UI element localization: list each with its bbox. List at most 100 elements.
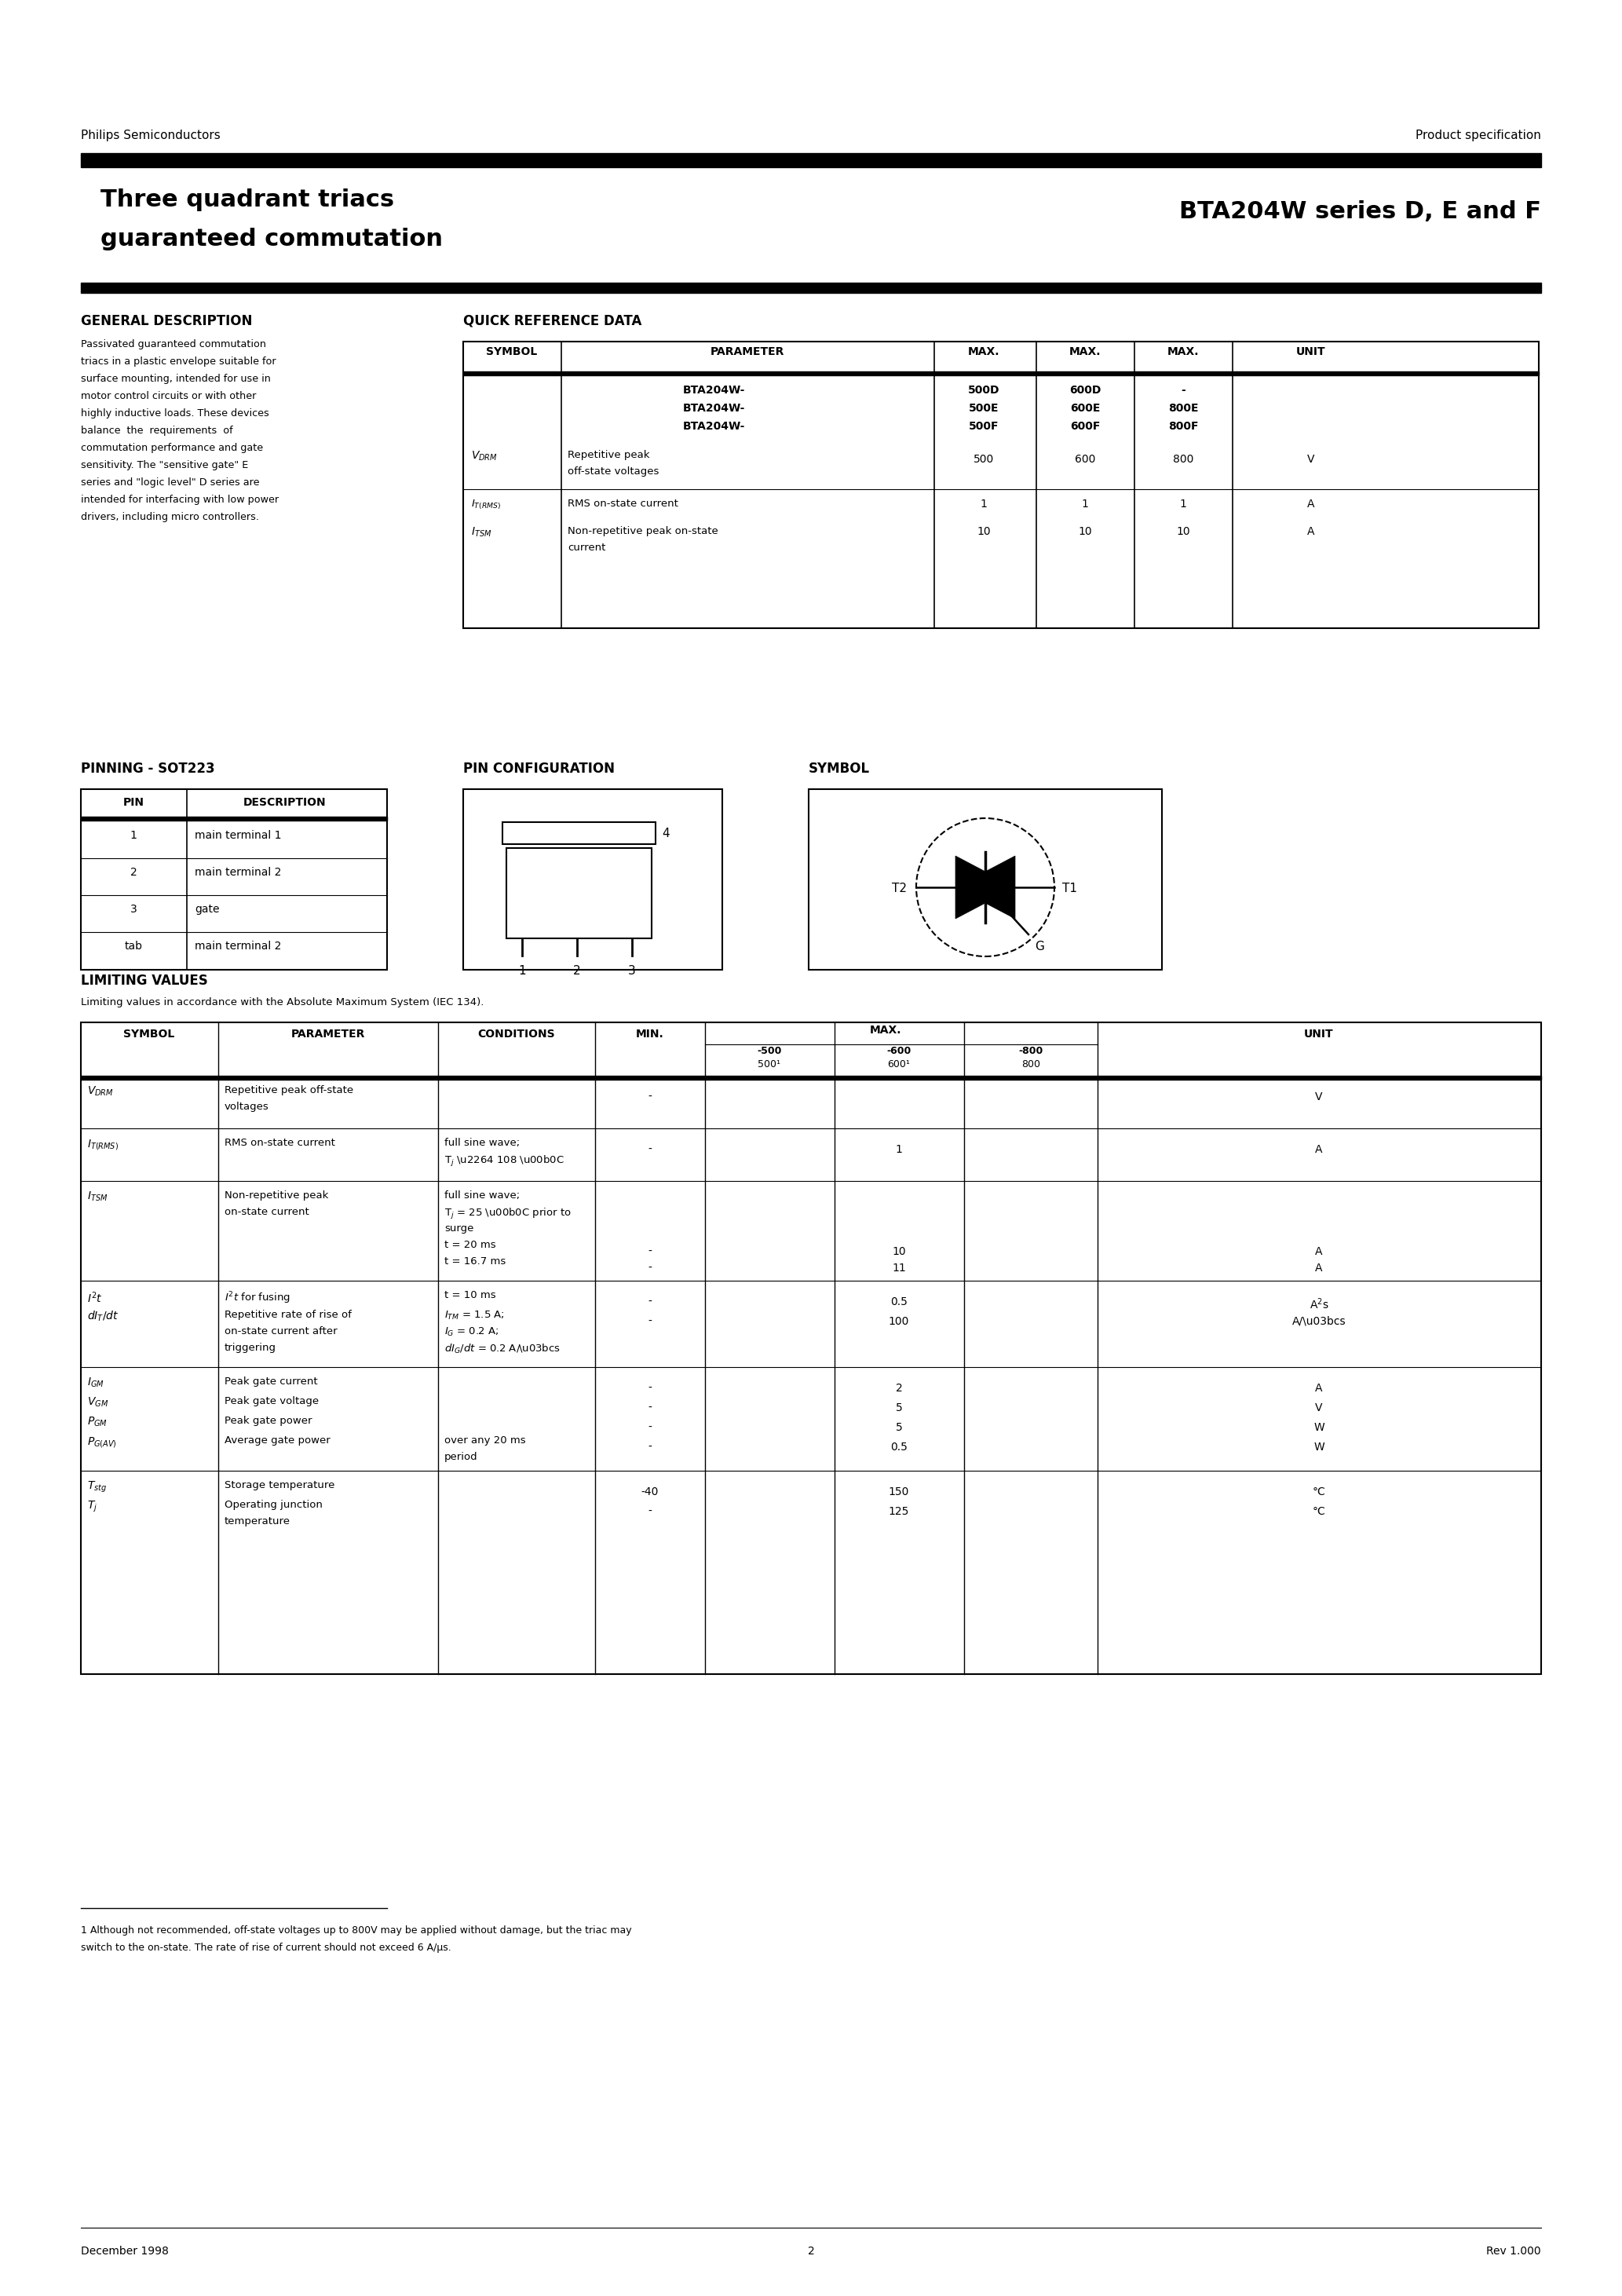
Text: surge: surge	[444, 1224, 474, 1233]
Text: DESCRIPTION: DESCRIPTION	[243, 797, 326, 808]
Text: drivers, including micro controllers.: drivers, including micro controllers.	[81, 512, 260, 521]
Text: A: A	[1315, 1143, 1322, 1155]
Text: RMS on-state current: RMS on-state current	[224, 1139, 336, 1148]
Text: 1: 1	[1082, 498, 1088, 510]
Text: 800: 800	[1173, 455, 1194, 464]
Text: BTA204W series D, E and F: BTA204W series D, E and F	[1179, 200, 1541, 223]
Text: Operating junction: Operating junction	[224, 1499, 323, 1511]
Text: $P_{GM}$: $P_{GM}$	[88, 1417, 107, 1428]
Polygon shape	[955, 856, 1015, 918]
Text: main terminal 1: main terminal 1	[195, 829, 282, 840]
Text: -: -	[649, 1382, 652, 1394]
Text: 100: 100	[889, 1316, 910, 1327]
Text: 10: 10	[1176, 526, 1191, 537]
Text: PARAMETER: PARAMETER	[290, 1029, 365, 1040]
Text: 0.5: 0.5	[890, 1442, 908, 1453]
Text: -600: -600	[887, 1047, 912, 1056]
Bar	[81, 282, 1541, 294]
Text: triggering: triggering	[224, 1343, 276, 1352]
Text: SYMBOL: SYMBOL	[123, 1029, 175, 1040]
Text: $V_{GM}$: $V_{GM}$	[88, 1396, 109, 1410]
Text: over any 20 ms: over any 20 ms	[444, 1435, 526, 1446]
Text: $dI_G/dt$ = 0.2 A/\u03bcs: $dI_G/dt$ = 0.2 A/\u03bcs	[444, 1343, 561, 1355]
Text: voltages: voltages	[224, 1102, 269, 1111]
Text: temperature: temperature	[224, 1515, 290, 1527]
Text: MAX.: MAX.	[968, 347, 999, 358]
Text: PINNING - SOT223: PINNING - SOT223	[81, 762, 214, 776]
Text: T1: T1	[1062, 882, 1077, 895]
Text: 2: 2	[808, 2245, 814, 2257]
Text: 600¹: 600¹	[887, 1058, 910, 1070]
Text: Repetitive peak: Repetitive peak	[568, 450, 650, 459]
Text: main terminal 2: main terminal 2	[195, 868, 281, 877]
Bar	[464, 342, 1539, 629]
Text: °C: °C	[1312, 1486, 1325, 1497]
Text: A: A	[1307, 498, 1315, 510]
Text: Storage temperature: Storage temperature	[224, 1481, 334, 1490]
Text: PIN: PIN	[123, 797, 144, 808]
Text: $I_{TM}$ = 1.5 A;: $I_{TM}$ = 1.5 A;	[444, 1309, 504, 1322]
Text: Philips Semiconductors: Philips Semiconductors	[81, 129, 221, 142]
Text: December 1998: December 1998	[81, 2245, 169, 2257]
Text: 500E: 500E	[968, 402, 999, 413]
Text: A: A	[1307, 526, 1315, 537]
Text: 125: 125	[889, 1506, 910, 1518]
Text: Passivated guaranteed commutation: Passivated guaranteed commutation	[81, 340, 266, 349]
Text: 3: 3	[628, 964, 636, 976]
Text: $I_{GM}$: $I_{GM}$	[88, 1378, 104, 1389]
Bar	[81, 1077, 1541, 1079]
Text: Repetitive rate of rise of: Repetitive rate of rise of	[224, 1309, 352, 1320]
Text: guaranteed commutation: guaranteed commutation	[101, 227, 443, 250]
Text: $I_{TSM}$: $I_{TSM}$	[88, 1189, 107, 1203]
Text: motor control circuits or with other: motor control circuits or with other	[81, 390, 256, 402]
Text: 1 Although not recommended, off-state voltages up to 800V may be applied without: 1 Although not recommended, off-state vo…	[81, 1926, 631, 1936]
Text: GENERAL DESCRIPTION: GENERAL DESCRIPTION	[81, 315, 253, 328]
Text: $dI_T/dt$: $dI_T/dt$	[88, 1309, 118, 1322]
Text: T$_j$ = 25 \u00b0C prior to: T$_j$ = 25 \u00b0C prior to	[444, 1208, 571, 1221]
Text: -: -	[649, 1143, 652, 1155]
Text: $I_{T(RMS)}$: $I_{T(RMS)}$	[88, 1139, 118, 1153]
Text: 1: 1	[895, 1143, 902, 1155]
Text: gate: gate	[195, 905, 219, 914]
Text: $I^2t$ for fusing: $I^2t$ for fusing	[224, 1290, 290, 1306]
Text: -: -	[649, 1297, 652, 1306]
Text: CONDITIONS: CONDITIONS	[478, 1029, 555, 1040]
Text: Rev 1.000: Rev 1.000	[1486, 2245, 1541, 2257]
Text: 0.5: 0.5	[890, 1297, 908, 1306]
Text: Three quadrant triacs: Three quadrant triacs	[101, 188, 394, 211]
Text: on-state current after: on-state current after	[224, 1327, 337, 1336]
Text: RMS on-state current: RMS on-state current	[568, 498, 678, 510]
Text: surface mounting, intended for use in: surface mounting, intended for use in	[81, 374, 271, 383]
Bar	[81, 817, 388, 820]
Text: V: V	[1315, 1403, 1322, 1414]
Text: -: -	[649, 1263, 652, 1274]
Text: t = 10 ms: t = 10 ms	[444, 1290, 496, 1300]
Text: 2: 2	[573, 964, 581, 976]
Text: t = 20 ms: t = 20 ms	[444, 1240, 496, 1249]
Text: G: G	[1035, 941, 1045, 953]
Text: 1: 1	[130, 829, 136, 840]
Text: QUICK REFERENCE DATA: QUICK REFERENCE DATA	[464, 315, 642, 328]
Text: V: V	[1307, 455, 1315, 464]
Text: balance  the  requirements  of: balance the requirements of	[81, 425, 234, 436]
Text: triacs in a plastic envelope suitable for: triacs in a plastic envelope suitable fo…	[81, 356, 276, 367]
Text: on-state current: on-state current	[224, 1208, 310, 1217]
Text: switch to the on-state. The rate of rise of current should not exceed 6 A/μs.: switch to the on-state. The rate of rise…	[81, 1942, 451, 1954]
Text: 600F: 600F	[1071, 420, 1100, 432]
Text: 1: 1	[519, 964, 526, 976]
Text: 600E: 600E	[1071, 402, 1100, 413]
Text: W: W	[1314, 1442, 1324, 1453]
Text: 5: 5	[895, 1421, 902, 1433]
Text: 1: 1	[980, 498, 988, 510]
Text: W: W	[1314, 1421, 1324, 1433]
Text: -: -	[649, 1091, 652, 1102]
Text: BTA204W-: BTA204W-	[683, 420, 744, 432]
Text: tab: tab	[125, 941, 143, 953]
Text: Non-repetitive peak on-state: Non-repetitive peak on-state	[568, 526, 719, 537]
Text: BTA204W-: BTA204W-	[683, 386, 744, 395]
Text: PARAMETER: PARAMETER	[710, 347, 785, 358]
Text: 150: 150	[889, 1486, 910, 1497]
Text: PIN CONFIGURATION: PIN CONFIGURATION	[464, 762, 615, 776]
Text: SYMBOL: SYMBOL	[487, 347, 537, 358]
Text: SYMBOL: SYMBOL	[809, 762, 869, 776]
